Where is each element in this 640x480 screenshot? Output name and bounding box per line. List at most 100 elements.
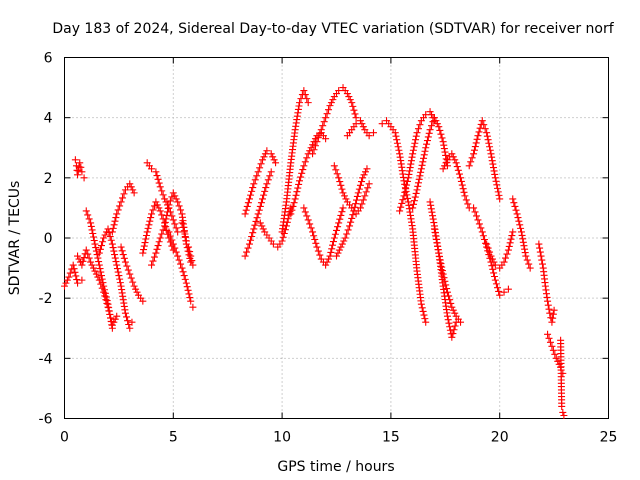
data-point-sv-x: [401, 188, 409, 196]
data-point-sv-af: [509, 195, 517, 203]
data-point-sv-q: [288, 206, 296, 214]
data-point-sv-m: [248, 187, 256, 195]
data-point-sv-af: [516, 221, 524, 229]
data-point-sv-h: [169, 216, 177, 224]
data-point-sv-n: [251, 221, 259, 229]
data-point-sv-d: [87, 222, 95, 230]
data-point-sv-af: [520, 242, 528, 250]
data-point-sv-s: [309, 228, 317, 236]
data-point-sv-m: [270, 156, 278, 164]
data-point-sv-y: [423, 137, 431, 145]
data-point-sv-ag: [546, 309, 554, 317]
y-tick-label: 2: [44, 171, 53, 187]
data-point-sv-d: [97, 268, 105, 276]
data-point-sv-ad: [475, 220, 483, 228]
data-point-sv-n: [250, 225, 258, 233]
data-point-sv-ae: [488, 255, 496, 263]
data-point-sv-y: [437, 130, 445, 138]
data-point-sv-af: [522, 252, 530, 260]
data-point-sv-y: [438, 134, 446, 142]
data-point-sv-z: [448, 333, 456, 341]
data-point-sv-l: [178, 219, 186, 227]
data-point-sv-i: [146, 217, 154, 225]
data-point-sv-n: [267, 168, 275, 176]
data-point-sv-n: [247, 236, 255, 244]
data-point-sv-i: [150, 202, 158, 210]
data-point-sv-n: [264, 176, 272, 184]
data-point-sv-w: [404, 194, 412, 202]
data-point-sv-n: [248, 232, 256, 240]
data-point-sv-ac: [488, 157, 496, 165]
data-point-sv-n: [260, 191, 268, 199]
data-point-sv-y: [440, 145, 448, 153]
data-point-sv-s: [323, 258, 331, 266]
data-point-sv-j: [168, 193, 176, 201]
data-point-sv-j: [177, 206, 185, 214]
data-point-sv-y: [417, 168, 425, 176]
data-point-sv-r: [352, 114, 360, 122]
data-point-sv-ab: [438, 263, 446, 271]
data-point-sv-n: [262, 184, 270, 192]
data-point-sv-aa: [460, 188, 468, 196]
data-point-sv-r: [323, 110, 331, 118]
data-point-sv-l: [185, 243, 193, 251]
data-point-sv-z: [427, 205, 435, 213]
data-point-sv-x: [407, 157, 415, 165]
data-point-sv-k: [174, 252, 182, 260]
data-point-sv-y: [414, 182, 422, 190]
data-point-sv-s: [333, 226, 340, 234]
data-point-sv-x: [402, 185, 410, 193]
data-point-sv-t: [333, 170, 341, 178]
data-point-sv-u: [353, 196, 361, 204]
data-point-sv-t: [364, 184, 372, 192]
data-point-sv-h: [148, 165, 156, 173]
data-point-sv-j: [156, 234, 164, 242]
data-point-sv-d: [85, 215, 93, 223]
data-point-sv-f: [114, 206, 122, 214]
x-tick-label: 20: [491, 430, 509, 446]
x-axis-label: GPS time / hours: [277, 459, 394, 475]
data-point-sv-j: [174, 198, 182, 206]
data-point-sv-c: [82, 246, 90, 254]
data-point-sv-v: [359, 123, 367, 131]
data-point-sv-q: [291, 195, 299, 203]
data-point-sv-aa: [454, 166, 462, 174]
data-point-sv-j: [153, 245, 161, 253]
data-point-sv-aa: [455, 170, 463, 178]
data-point-sv-y: [420, 151, 428, 159]
data-point-sv-w: [394, 143, 402, 151]
data-point-sv-x: [410, 143, 418, 151]
data-point-sv-e: [109, 244, 117, 252]
data-point-sv-z: [428, 208, 436, 216]
data-point-sv-c: [113, 312, 121, 320]
data-point-sv-ac: [483, 132, 491, 140]
data-point-sv-q: [309, 141, 317, 149]
data-point-sv-d: [105, 304, 113, 312]
data-point-sv-ad: [471, 208, 479, 216]
data-point-sv-j: [164, 204, 172, 212]
data-point-sv-ac: [490, 167, 498, 175]
data-point-sv-g: [139, 297, 147, 305]
data-point-sv-u: [347, 218, 355, 226]
data-point-sv-w: [419, 307, 427, 315]
data-point-sv-ad: [472, 212, 480, 220]
data-point-sv-ad: [482, 239, 490, 247]
data-point-sv-r: [348, 99, 356, 107]
data-point-sv-u: [352, 200, 360, 208]
data-point-sv-w: [417, 300, 425, 308]
data-point-sv-a: [62, 279, 70, 287]
data-point-sv-e: [116, 279, 124, 287]
data-point-sv-d: [95, 258, 103, 266]
data-point-sv-c: [94, 273, 102, 281]
data-point-sv-e: [111, 254, 119, 262]
data-point-sv-ab: [451, 309, 459, 317]
data-point-sv-e: [110, 247, 118, 255]
data-point-sv-ab: [449, 306, 457, 314]
data-point-sv-q: [292, 191, 300, 199]
data-point-sv-ab: [434, 242, 442, 250]
data-point-sv-ag: [535, 240, 543, 248]
data-point-sv-s: [322, 261, 330, 269]
data-point-sv-ae: [490, 258, 498, 266]
data-point-sv-y: [424, 133, 432, 141]
data-point-sv-i: [140, 246, 148, 254]
